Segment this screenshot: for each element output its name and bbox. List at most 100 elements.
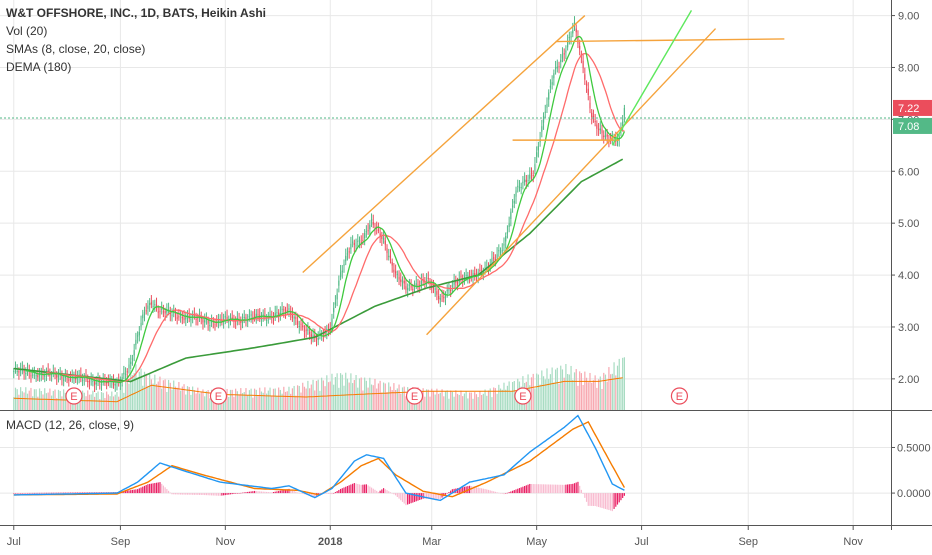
- volume-bar: [448, 398, 450, 410]
- candle-body: [560, 59, 562, 63]
- macd-histogram-bar: [575, 482, 577, 494]
- volume-bar: [284, 391, 287, 410]
- macd-histogram-bar: [166, 489, 168, 494]
- macd-histogram-bar: [210, 493, 213, 496]
- volume-bar: [28, 390, 30, 410]
- candle-body: [257, 314, 259, 316]
- candle-body: [40, 372, 42, 375]
- macd-histogram-bar: [56, 492, 58, 494]
- macd-histogram-bar: [152, 483, 154, 494]
- volume-bar: [240, 388, 242, 410]
- macd-histogram-bar: [532, 484, 534, 494]
- candle-body: [51, 374, 53, 376]
- candle-body: [369, 224, 371, 230]
- volume-bar: [183, 384, 185, 410]
- macd-histogram-bar: [329, 493, 331, 494]
- candle-body: [130, 361, 132, 365]
- volume-bar: [131, 375, 134, 410]
- volume-bar: [173, 380, 175, 410]
- candle-body: [339, 272, 342, 277]
- candle-body: [444, 295, 447, 299]
- macd-histogram-bar: [83, 492, 85, 494]
- macd-histogram-bar: [212, 493, 214, 496]
- candle-body: [567, 41, 569, 48]
- legend-dema[interactable]: DEMA (180): [6, 60, 72, 74]
- macd-histogram-bar: [42, 492, 44, 494]
- volume-bar: [303, 386, 306, 410]
- macd-histogram-bar: [360, 484, 362, 494]
- candle-body: [154, 304, 156, 306]
- volume-bar: [611, 373, 613, 410]
- macd-histogram-bar: [599, 493, 601, 508]
- volume-bar: [396, 388, 398, 410]
- volume-bar: [472, 398, 474, 410]
- macd-histogram-bar: [137, 489, 139, 494]
- legend-volume[interactable]: Vol (20): [6, 24, 48, 38]
- volume-bar: [167, 379, 170, 410]
- volume-bar: [431, 388, 433, 410]
- candle-body: [18, 370, 20, 373]
- candle-body: [281, 308, 283, 310]
- candle-body: [386, 248, 388, 254]
- candle-body: [377, 229, 380, 231]
- candle-body: [137, 335, 139, 337]
- volume-bar: [487, 390, 490, 410]
- legend-macd[interactable]: MACD (12, 26, close, 9): [6, 418, 135, 432]
- x-tick-label-3: 2018: [318, 536, 342, 548]
- candle-body: [87, 381, 89, 383]
- macd-histogram-bar: [505, 493, 507, 494]
- macd-histogram-bar: [463, 486, 466, 494]
- candle-body: [525, 179, 527, 182]
- macd-histogram-bar: [57, 492, 60, 494]
- macd-histogram-bar: [484, 489, 486, 494]
- volume-bar: [589, 372, 591, 410]
- macd-histogram-bar: [515, 489, 517, 494]
- candle-body: [200, 318, 202, 320]
- macd-histogram-bar: [530, 484, 533, 494]
- volume-bar: [365, 380, 367, 410]
- volume-bar: [575, 369, 577, 410]
- macd-histogram-bar: [94, 492, 96, 494]
- volume-bar: [463, 393, 466, 410]
- macd-histogram-bar: [432, 493, 435, 499]
- macd-histogram-bar: [391, 493, 393, 494]
- volume-bar: [133, 373, 135, 410]
- macd-histogram-bar: [556, 484, 558, 494]
- candle-body: [472, 272, 474, 277]
- candle-body: [584, 74, 586, 80]
- macd-histogram-bar: [565, 484, 567, 494]
- candle-body: [527, 180, 529, 182]
- legend-smas[interactable]: SMAs (8, close, 20, close): [6, 42, 146, 56]
- macd-histogram-bar: [341, 488, 343, 494]
- macd-histogram-bar: [496, 492, 498, 494]
- macd-histogram-bar: [259, 491, 261, 494]
- candle-body: [529, 174, 531, 179]
- macd-histogram-bar: [610, 493, 612, 511]
- macd-histogram-bar: [45, 492, 48, 494]
- volume-bar: [228, 396, 230, 410]
- candle-body: [570, 36, 572, 38]
- x-tick-label-6: Jul: [635, 536, 649, 548]
- volume-bar: [40, 390, 42, 410]
- volume-bar: [166, 391, 168, 410]
- volume-bar: [61, 396, 63, 410]
- volume-bar: [171, 389, 173, 410]
- macd-histogram-bar: [570, 484, 572, 494]
- volume-bar: [338, 387, 340, 410]
- volume-bar: [436, 388, 438, 410]
- candle-body: [309, 331, 311, 334]
- volume-bar: [604, 374, 607, 410]
- macd-histogram-bar: [126, 490, 128, 494]
- volume-bar: [615, 375, 617, 410]
- candle-body: [592, 115, 595, 118]
- candle-body: [352, 241, 354, 243]
- candle-body: [30, 375, 32, 377]
- volume-bar: [290, 393, 292, 410]
- volume-bar: [499, 388, 502, 410]
- candle-body: [278, 312, 280, 316]
- candle-body: [465, 274, 467, 276]
- macd-histogram-bar: [620, 493, 622, 501]
- candle-body: [149, 303, 151, 306]
- volume-bar: [429, 396, 431, 410]
